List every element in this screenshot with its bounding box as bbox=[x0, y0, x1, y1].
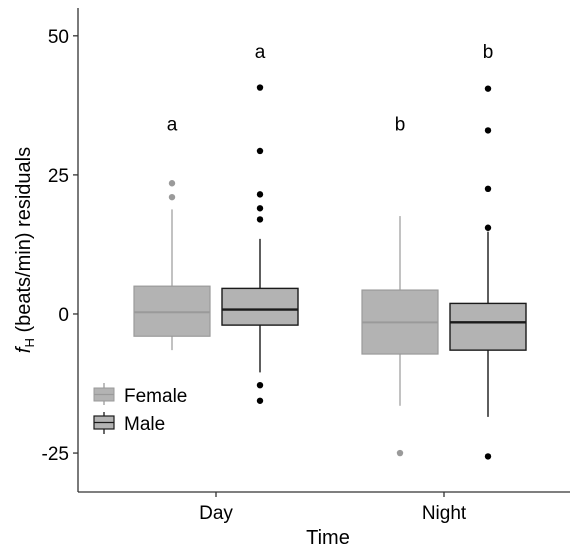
y-tick-label: 25 bbox=[48, 166, 69, 187]
y-tick-label: 50 bbox=[48, 27, 69, 48]
box-iqr bbox=[133, 285, 211, 337]
outlier-point bbox=[484, 224, 492, 231]
y-axis-title-symbol: f bbox=[13, 345, 35, 353]
y-tick-label: -25 bbox=[42, 444, 69, 465]
box-female-day: a bbox=[133, 114, 211, 351]
legend-key-male bbox=[93, 412, 115, 434]
significance-letter: b bbox=[395, 114, 406, 135]
plot-area: a b a b bbox=[133, 42, 527, 460]
outlier-point bbox=[256, 205, 264, 212]
y-axis-title: fH (beats/min) residuals bbox=[13, 147, 37, 353]
legend-label-female: Female bbox=[124, 386, 187, 407]
box-iqr bbox=[221, 287, 299, 326]
x-tick-label: Night bbox=[422, 503, 467, 524]
outlier-point bbox=[256, 381, 264, 389]
significance-letter: a bbox=[167, 114, 178, 135]
box-male-night: b bbox=[449, 42, 527, 460]
x-axis-ticks: Day Night bbox=[199, 492, 467, 524]
x-tick-label: Day bbox=[199, 503, 233, 524]
significance-letter: a bbox=[255, 42, 266, 63]
outlier-point bbox=[256, 191, 264, 198]
outlier-point bbox=[484, 85, 492, 92]
y-axis-title-subscript: H bbox=[22, 338, 37, 347]
y-axis-title-text: (beats/min) residuals bbox=[13, 147, 35, 338]
legend-key-female bbox=[93, 383, 115, 405]
box-male-day: a bbox=[221, 42, 299, 404]
significance-letter: b bbox=[483, 42, 494, 63]
outlier-point bbox=[168, 180, 176, 187]
outlier-point bbox=[484, 453, 492, 460]
outlier-point bbox=[256, 147, 264, 155]
x-axis-title: Time bbox=[306, 527, 350, 549]
outlier-point bbox=[256, 216, 264, 223]
legend-label-male: Male bbox=[124, 414, 165, 435]
outlier-point bbox=[396, 449, 404, 457]
box-female-night: b bbox=[361, 114, 439, 457]
outlier-point bbox=[256, 84, 264, 91]
outlier-point bbox=[484, 127, 492, 134]
y-axis-ticks: -25 0 25 50 bbox=[42, 27, 78, 465]
box-iqr bbox=[449, 302, 527, 351]
outlier-point bbox=[256, 397, 264, 404]
legend: Female Male bbox=[93, 383, 187, 435]
outlier-point bbox=[484, 185, 492, 193]
y-tick-label: 0 bbox=[58, 305, 69, 326]
outlier-point bbox=[168, 193, 176, 201]
